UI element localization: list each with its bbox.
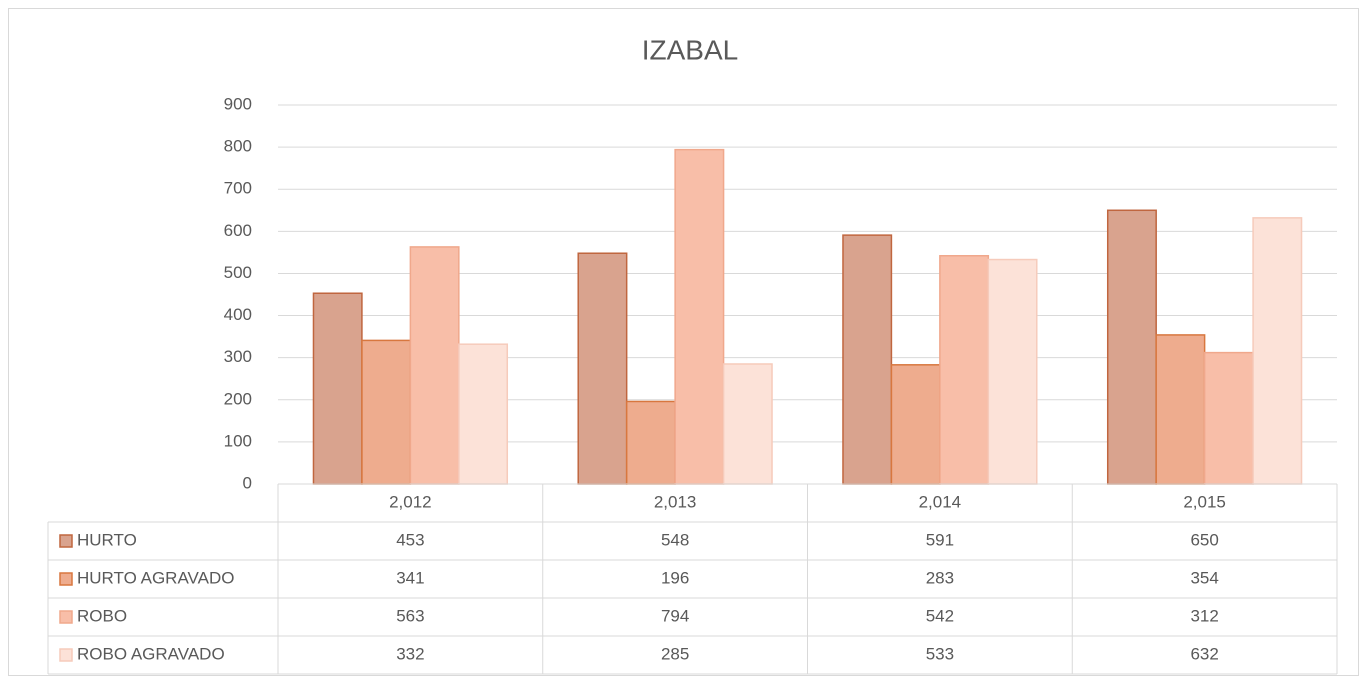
- y-tick-label: 900: [224, 94, 252, 113]
- table-value: 354: [1190, 568, 1218, 587]
- y-tick-label: 700: [224, 179, 252, 198]
- table-value: 591: [926, 530, 954, 549]
- bar: [1155, 334, 1206, 485]
- bar: [577, 252, 628, 485]
- legend-label: HURTO: [77, 530, 137, 549]
- y-tick-label: 300: [224, 347, 252, 366]
- table-value: 794: [661, 606, 689, 625]
- x-tick-label: 2,013: [654, 492, 697, 511]
- bar: [890, 364, 941, 485]
- bar: [987, 258, 1038, 485]
- legend-label: ROBO: [77, 606, 127, 625]
- table-value: 196: [661, 568, 689, 587]
- bar: [842, 234, 893, 485]
- legend-swatch: [59, 534, 73, 548]
- x-tick-label: 2,014: [919, 492, 962, 511]
- chart-title: IZABAL: [642, 34, 738, 65]
- bar: [722, 363, 773, 485]
- table-value: 312: [1190, 606, 1218, 625]
- bar: [1252, 217, 1303, 485]
- table-value: 548: [661, 530, 689, 549]
- bar: [361, 339, 412, 485]
- table-value: 285: [661, 644, 689, 663]
- bar: [1106, 209, 1157, 485]
- table-value: 332: [396, 644, 424, 663]
- table-value: 283: [926, 568, 954, 587]
- x-tick-label: 2,015: [1183, 492, 1226, 511]
- bar: [674, 148, 725, 485]
- bar: [939, 255, 990, 485]
- bar: [625, 400, 676, 485]
- y-tick-label: 500: [224, 263, 252, 282]
- y-tick-label: 200: [224, 389, 252, 408]
- y-tick-label: 100: [224, 431, 252, 450]
- table-value: 542: [926, 606, 954, 625]
- legend-label: ROBO AGRAVADO: [77, 644, 225, 663]
- bar: [1203, 351, 1254, 485]
- y-tick-label: 0: [243, 473, 252, 492]
- y-tick-label: 600: [224, 221, 252, 240]
- table-value: 533: [926, 644, 954, 663]
- y-tick-label: 400: [224, 305, 252, 324]
- legend-swatch: [59, 572, 73, 586]
- legend-swatch: [59, 610, 73, 624]
- legend-swatch: [59, 648, 73, 662]
- table-value: 563: [396, 606, 424, 625]
- table-value: 341: [396, 568, 424, 587]
- x-tick-label: 2,012: [389, 492, 432, 511]
- bar: [409, 246, 460, 485]
- bar: [458, 343, 509, 485]
- table-value: 453: [396, 530, 424, 549]
- y-tick-label: 800: [224, 137, 252, 156]
- legend-label: HURTO AGRAVADO: [77, 568, 234, 587]
- table-value: 650: [1190, 530, 1218, 549]
- bar: [312, 292, 363, 485]
- table-value: 632: [1190, 644, 1218, 663]
